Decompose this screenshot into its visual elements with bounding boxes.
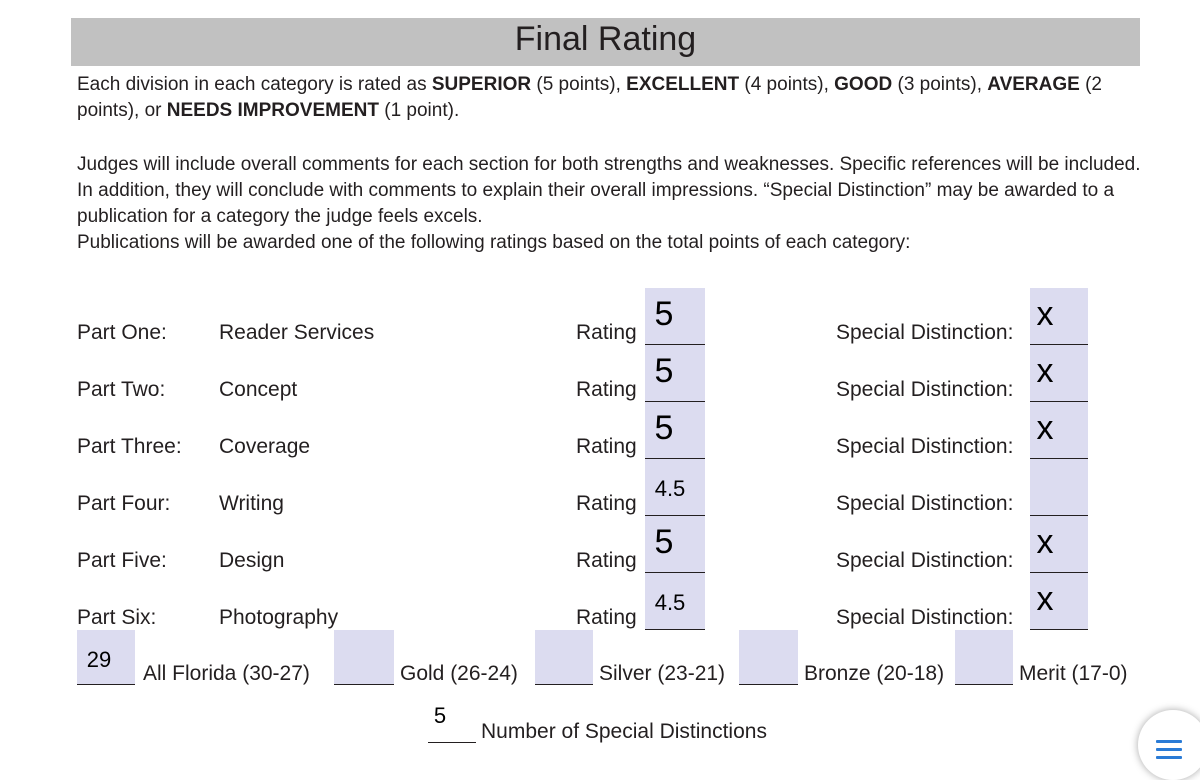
award-field-gold[interactable] — [334, 630, 394, 685]
page-title: Final Rating — [514, 20, 697, 58]
rating-field[interactable]: 5 — [645, 345, 705, 402]
category-label: Photography — [219, 606, 339, 629]
award-field-bronze[interactable] — [739, 630, 798, 685]
part-label: Part Three: — [77, 435, 182, 458]
rating-term: AVERAGE — [987, 74, 1080, 95]
rating-field[interactable]: 5 — [645, 288, 705, 345]
rating-scale-text: Each division in each category is rated … — [77, 74, 432, 95]
special-distinction-field[interactable]: x — [1030, 402, 1088, 459]
special-distinction-field[interactable] — [1030, 459, 1088, 516]
rating-value: 5 — [654, 295, 674, 333]
category-label: Reader Services — [219, 321, 375, 344]
part-label: Part One: — [77, 321, 167, 344]
award-label-silver: Silver (23-21) — [599, 662, 726, 685]
rating-field[interactable]: 5 — [645, 402, 705, 459]
award-field-all-florida[interactable]: 29 — [77, 630, 135, 685]
title-bar: Final Rating — [71, 18, 1140, 66]
category-label: Design — [219, 549, 285, 572]
rating-term: SUPERIOR — [431, 74, 532, 95]
award-field-silver[interactable] — [535, 630, 593, 685]
distinctions-count-label: Number of Special Distinctions — [481, 720, 767, 743]
part-label: Part Two: — [77, 378, 166, 401]
part-label: Part Six: — [77, 606, 157, 629]
rating-value: 5 — [654, 409, 674, 447]
rating-label: Rating — [576, 606, 637, 629]
special-distinction-label: Special Distinction: — [836, 549, 1014, 572]
hamburger-menu-icon — [1156, 740, 1182, 759]
award-label-all-florida: All Florida (30-27) — [143, 662, 310, 685]
special-distinction-label: Special Distinction: — [836, 378, 1014, 401]
rating-scale-text: (2 points), or — [77, 74, 1103, 121]
award-label-bronze: Bronze (20-18) — [804, 662, 945, 685]
award-label-merit: Merit (17-0) — [1019, 662, 1128, 685]
rating-label: Rating — [576, 492, 637, 515]
rating-scale-text: (4 points), — [739, 74, 835, 95]
special-distinction-mark: x — [1036, 295, 1054, 333]
special-distinction-label: Special Distinction: — [836, 321, 1014, 344]
rating-field[interactable]: 5 — [645, 516, 705, 573]
rating-scale-text: (3 points), — [892, 74, 988, 95]
rating-label: Rating — [576, 549, 637, 572]
judges-comments-paragraph: Judges will include overall comments for… — [77, 154, 1141, 227]
rating-value: 4.5 — [654, 476, 686, 501]
special-distinction-mark: x — [1036, 409, 1054, 447]
rating-term: GOOD — [834, 74, 893, 95]
rating-scale-text: (1 point). — [378, 100, 460, 121]
rating-label: Rating — [576, 321, 637, 344]
rating-scale-text: (5 points), — [531, 74, 627, 95]
rating-term: EXCELLENT — [626, 74, 740, 95]
rating-label: Rating — [576, 378, 637, 401]
rating-field[interactable]: 4.5 — [645, 459, 705, 516]
category-label: Coverage — [219, 435, 311, 458]
rating-value: 5 — [654, 352, 674, 390]
award-value: 29 — [86, 647, 112, 672]
rating-field[interactable]: 4.5 — [645, 573, 705, 630]
special-distinction-mark: x — [1036, 352, 1054, 390]
rating-label: Rating — [576, 435, 637, 458]
award-label-gold: Gold (26-24) — [400, 662, 518, 685]
awards-intro-paragraph: Publications will be awarded one of the … — [77, 232, 911, 253]
part-label: Part Five: — [77, 549, 167, 572]
special-distinction-mark: x — [1036, 523, 1054, 561]
rating-scale-paragraph: Each division in each category is rated … — [77, 72, 1147, 124]
rating-term: NEEDS IMPROVEMENT — [166, 100, 379, 121]
special-distinction-label: Special Distinction: — [836, 435, 1014, 458]
distinctions-count-value: 5 — [433, 703, 447, 728]
special-distinction-label: Special Distinction: — [836, 606, 1014, 629]
distinctions-count-field[interactable]: 5 — [428, 692, 476, 743]
award-field-merit[interactable] — [955, 630, 1013, 685]
special-distinction-label: Special Distinction: — [836, 492, 1014, 515]
special-distinction-field[interactable]: x — [1030, 573, 1088, 630]
special-distinction-field[interactable]: x — [1030, 288, 1088, 345]
category-label: Concept — [219, 378, 298, 401]
rating-value: 5 — [654, 523, 674, 561]
rating-value: 4.5 — [654, 590, 686, 615]
category-label: Writing — [219, 492, 284, 515]
special-distinction-field[interactable]: x — [1030, 345, 1088, 402]
special-distinction-field[interactable]: x — [1030, 516, 1088, 573]
special-distinction-mark: x — [1036, 580, 1054, 618]
part-label: Part Four: — [77, 492, 171, 515]
